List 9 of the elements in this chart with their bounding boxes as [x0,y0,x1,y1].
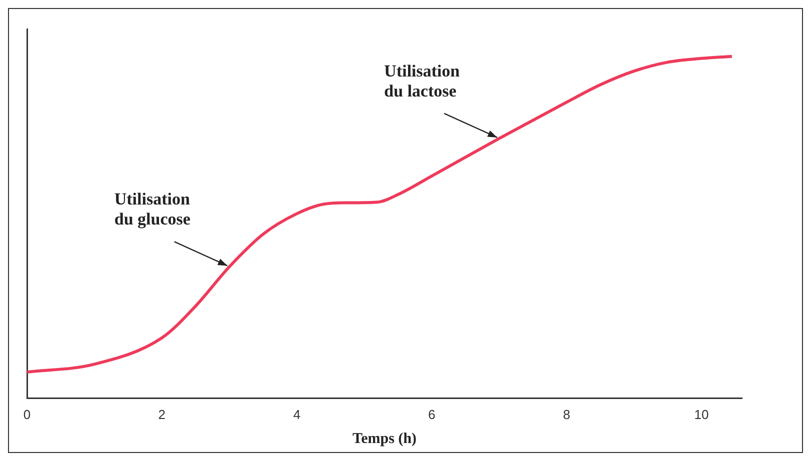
x-tick-label: 0 [23,406,31,422]
x-tick-label: 2 [158,406,166,422]
x-tick-label: 8 [563,406,570,422]
x-tick-label: 10 [694,406,709,422]
x-tick-label: 6 [428,406,436,422]
annotation: Utilisation du glucose [114,190,191,229]
annotation: Utilisation du lactose [384,61,460,100]
x-axis-title: Temps (h) [352,430,417,447]
x-tick-label: 4 [293,406,300,422]
